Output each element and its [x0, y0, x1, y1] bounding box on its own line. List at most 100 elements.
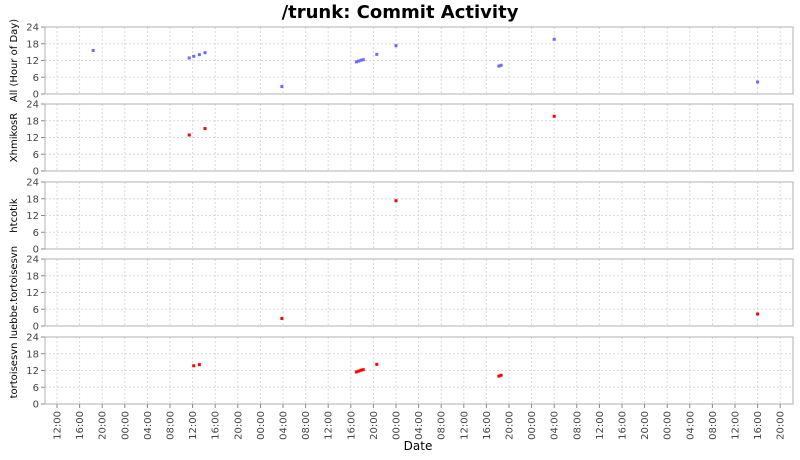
data-point: [375, 362, 379, 366]
x-tick-label: 04:00: [685, 411, 696, 440]
x-tick-label: 20:00: [233, 411, 244, 440]
panel-frame: [44, 181, 794, 250]
y-axis-label: luebbe.tortoisesvn: [9, 246, 20, 339]
y-tick-label: 18: [26, 39, 39, 50]
x-tick-label: 08:00: [437, 411, 448, 440]
data-point: [499, 373, 503, 377]
x-tick-label: 00:00: [663, 411, 674, 440]
data-point: [203, 127, 207, 131]
y-tick-label: 12: [26, 288, 39, 299]
x-tick-label: 12:00: [53, 411, 64, 440]
x-tick-label: 20:00: [776, 411, 787, 440]
data-point: [497, 374, 501, 378]
y-tick-label: 6: [33, 73, 39, 84]
x-axis-label: Date: [404, 439, 433, 453]
y-axis-label: XhmikosR: [9, 113, 20, 162]
data-point: [91, 48, 95, 52]
data-point: [280, 316, 284, 320]
x-tick-label: 16:00: [346, 411, 357, 440]
x-tick-label: 00:00: [120, 411, 131, 440]
y-tick-label: 24: [26, 23, 39, 34]
data-point: [361, 368, 365, 372]
panel-frame: [44, 258, 794, 327]
y-tick-label: 6: [33, 305, 39, 316]
x-tick-label: 00:00: [527, 411, 538, 440]
panel-1: 0 6 12 18 24 XhmikosR: [9, 100, 794, 178]
data-point: [552, 114, 556, 118]
panel-0: 0 6 12 18 24 All (Hour of Day): [9, 19, 794, 102]
y-tick-label: 12: [26, 56, 39, 67]
data-point: [499, 63, 503, 67]
data-point: [187, 56, 191, 60]
data-point: [192, 364, 196, 368]
y-tick-label: 18: [26, 349, 39, 360]
y-axis-label: All (Hour of Day): [9, 19, 20, 102]
x-tick-label: 16:00: [75, 411, 86, 440]
y-tick-label: 18: [26, 116, 39, 127]
data-point: [394, 44, 398, 48]
x-tick-label: 12:00: [731, 411, 742, 440]
x-tick-label: 16:00: [211, 411, 222, 440]
data-point: [552, 37, 556, 41]
y-tick-label: 0: [33, 167, 39, 178]
x-tick-label: 08:00: [301, 411, 312, 440]
data-point: [280, 84, 284, 88]
y-tick-label: 0: [33, 245, 39, 256]
data-point: [197, 363, 201, 367]
data-point: [361, 58, 365, 62]
x-tick-label: 20:00: [369, 411, 380, 440]
x-axis: 12:00 16:00 20:00 00:00 04:00 08:00 12:00 16:00…: [53, 404, 787, 440]
x-tick-label: 08:00: [708, 411, 719, 440]
y-tick-label: 24: [26, 100, 39, 111]
x-tick-label: 04:00: [414, 411, 425, 440]
data-point: [359, 58, 363, 62]
panel-frame: [44, 26, 794, 95]
x-tick-label: 12:00: [459, 411, 470, 440]
x-tick-label: 12:00: [595, 411, 606, 440]
data-point: [394, 199, 398, 203]
x-tick-label: 12:00: [324, 411, 335, 440]
x-tick-label: 00:00: [392, 411, 403, 440]
x-tick-label: 00:00: [256, 411, 267, 440]
data-point: [756, 80, 760, 84]
y-tick-label: 18: [26, 194, 39, 205]
chart-title: /trunk: Commit Activity: [282, 2, 519, 23]
y-axis-label: tortoisesvn: [9, 343, 20, 399]
y-tick-label: 6: [33, 383, 39, 394]
panel-4: 0 6 12 18 24 tortoisesvn: [9, 333, 794, 411]
x-tick-label: 08:00: [572, 411, 583, 440]
y-tick-label: 0: [33, 90, 39, 101]
y-tick-label: 24: [26, 255, 39, 266]
x-tick-label: 20:00: [640, 411, 651, 440]
x-tick-label: 08:00: [166, 411, 177, 440]
x-tick-label: 16:00: [618, 411, 629, 440]
panel-2: 0 6 12 18 24 htcotik: [9, 178, 794, 256]
data-point: [357, 369, 361, 373]
panel-3: 0 6 12 18 24 luebbe.tortoisesvn: [9, 246, 794, 339]
data-point: [203, 51, 207, 55]
y-tick-label: 24: [26, 333, 39, 344]
y-tick-label: 12: [26, 133, 39, 144]
y-tick-label: 0: [33, 400, 39, 411]
y-tick-label: 24: [26, 178, 39, 189]
y-tick-label: 12: [26, 211, 39, 222]
x-tick-label: 04:00: [550, 411, 561, 440]
y-tick-label: 12: [26, 366, 39, 377]
data-point: [187, 133, 191, 137]
data-point: [357, 59, 361, 63]
data-point: [354, 60, 358, 64]
x-tick-label: 04:00: [279, 411, 290, 440]
x-tick-label: 20:00: [98, 411, 109, 440]
panel-frame: [44, 103, 794, 172]
x-tick-label: 20:00: [505, 411, 516, 440]
x-tick-label: 12:00: [188, 411, 199, 440]
data-point: [354, 370, 358, 374]
data-point: [497, 64, 501, 68]
y-tick-label: 18: [26, 271, 39, 282]
x-tick-label: 16:00: [753, 411, 764, 440]
y-tick-label: 0: [33, 322, 39, 333]
data-point: [375, 52, 379, 56]
y-tick-label: 6: [33, 228, 39, 239]
data-point: [359, 368, 363, 372]
